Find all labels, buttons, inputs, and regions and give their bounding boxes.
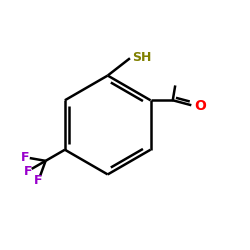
- Text: F: F: [34, 174, 43, 187]
- Text: F: F: [21, 151, 30, 164]
- Text: SH: SH: [132, 50, 151, 64]
- Text: O: O: [194, 100, 206, 114]
- Text: F: F: [24, 164, 32, 177]
